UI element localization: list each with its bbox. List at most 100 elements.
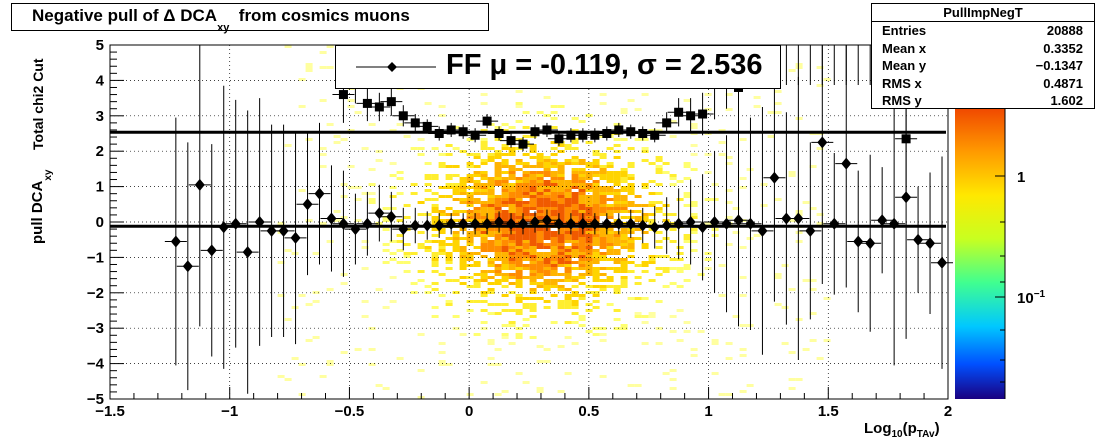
heat-cell <box>655 255 663 258</box>
heat-cell <box>452 165 460 168</box>
heat-cell <box>564 303 572 306</box>
heat-cell <box>501 165 509 168</box>
heat-cell <box>480 210 488 213</box>
heat-cell <box>788 387 796 390</box>
heat-cell <box>606 198 614 201</box>
square-marker <box>566 130 576 140</box>
heat-cell <box>564 231 572 234</box>
heat-cell <box>592 165 600 168</box>
heat-cell <box>620 186 628 189</box>
diamond-marker <box>541 214 552 227</box>
heat-cell <box>459 258 467 261</box>
heat-cell <box>599 339 607 342</box>
heat-cell <box>767 111 775 114</box>
diamond-marker <box>781 212 792 225</box>
heat-cell <box>536 165 544 168</box>
heat-cell <box>480 201 488 204</box>
heat-cell <box>347 129 355 132</box>
heat-cell <box>557 255 565 258</box>
heat-cell <box>431 177 439 180</box>
diamond-marker <box>242 246 253 259</box>
heat-cell <box>522 267 530 270</box>
chart-title: Negative pull of Δ DCAxy from cosmics mu… <box>32 6 410 34</box>
heat-cell <box>795 117 803 120</box>
stats-label: RMS y <box>882 93 922 108</box>
heat-cell <box>571 291 579 294</box>
heat-cell <box>452 126 460 129</box>
heat-cell <box>620 243 628 246</box>
heat-cell <box>536 207 544 210</box>
heat-cell <box>389 195 397 198</box>
heat-cell <box>501 177 509 180</box>
heat-cell <box>564 198 572 201</box>
heat-cell <box>543 348 551 351</box>
heat-cell <box>389 174 397 177</box>
heat-cell <box>522 210 530 213</box>
heat-cell <box>592 201 600 204</box>
heat-cell <box>613 288 621 291</box>
heat-cell <box>606 234 614 237</box>
heat-cell <box>606 246 614 249</box>
heat-cell <box>543 243 551 246</box>
heat-cell <box>585 243 593 246</box>
heat-cell <box>809 288 817 291</box>
heat-cell <box>578 318 586 321</box>
heat-cell <box>599 168 607 171</box>
heat-cell <box>319 99 327 102</box>
heat-cell <box>340 216 348 219</box>
heat-cell <box>466 213 474 216</box>
heat-cell <box>508 204 516 207</box>
heat-cell <box>536 273 544 276</box>
heat-cell <box>585 165 593 168</box>
diamond-marker <box>625 217 636 230</box>
heat-cell <box>480 183 488 186</box>
heat-cell <box>473 231 481 234</box>
heat-cell <box>501 309 509 312</box>
chart-title-box: Negative pull of Δ DCAxy from cosmics mu… <box>11 3 489 34</box>
heat-cell <box>501 336 509 339</box>
heat-cell <box>599 213 607 216</box>
heat-cell <box>585 183 593 186</box>
heat-cell <box>515 213 523 216</box>
heat-cell <box>774 102 782 105</box>
heat-cell <box>550 105 558 108</box>
heat-cell <box>459 276 467 279</box>
heat-cell <box>529 264 537 267</box>
heat-cell <box>578 198 586 201</box>
heat-cell <box>452 243 460 246</box>
heat-cell <box>599 177 607 180</box>
heat-cell <box>480 381 488 384</box>
diamond-marker <box>589 217 600 230</box>
heat-cell <box>403 255 411 258</box>
heat-cell <box>431 270 439 273</box>
heat-cell <box>543 255 551 258</box>
heat-cell <box>515 216 523 219</box>
heat-cell <box>529 270 537 273</box>
diamond-marker <box>350 223 361 236</box>
heat-cell <box>445 237 453 240</box>
heat-cell <box>284 318 292 321</box>
heat-cell <box>389 207 397 210</box>
heat-cell <box>571 168 579 171</box>
heat-cell <box>536 270 544 273</box>
heat-cell <box>550 279 558 282</box>
heat-cell <box>613 189 621 192</box>
heat-cell <box>550 267 558 270</box>
heat-cell <box>508 231 516 234</box>
heat-cell <box>508 228 516 231</box>
heat-cell <box>536 252 544 255</box>
heat-cell <box>641 243 649 246</box>
heat-cell <box>536 234 544 237</box>
heat-cell <box>487 228 495 231</box>
heat-cell <box>445 261 453 264</box>
heat-cell <box>683 99 691 102</box>
heat-cell <box>795 240 803 243</box>
heat-cell <box>606 180 614 183</box>
heat-cell <box>725 162 733 165</box>
heat-cell <box>438 195 446 198</box>
heat-cell <box>571 117 579 120</box>
heat-cell <box>634 228 642 231</box>
heat-cell <box>501 285 509 288</box>
heat-cell <box>466 234 474 237</box>
heat-cell <box>424 177 432 180</box>
